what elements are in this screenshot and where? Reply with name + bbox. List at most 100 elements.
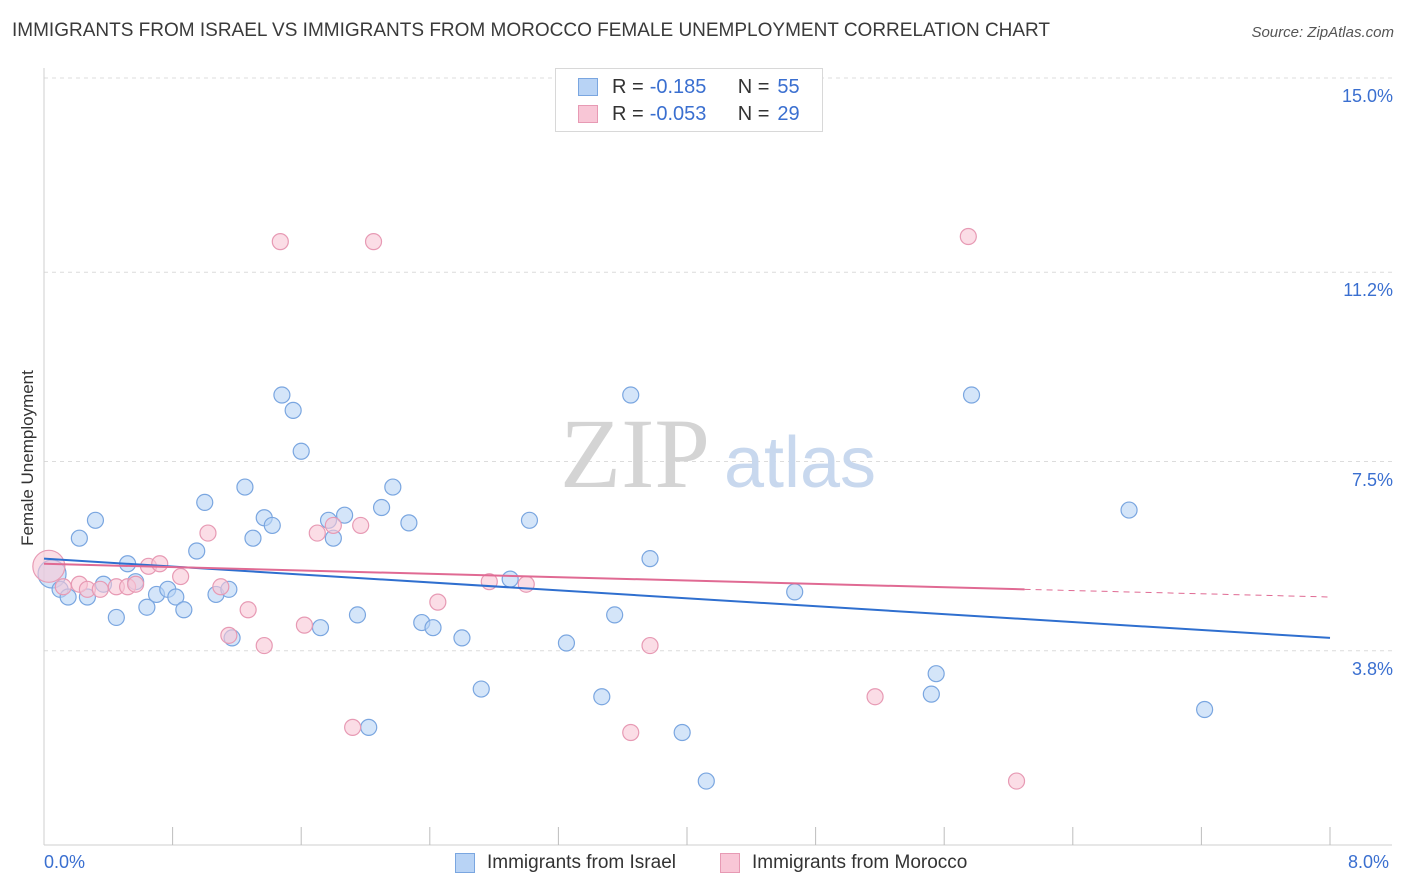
morocco-point <box>271 233 289 251</box>
morocco-point <box>344 718 362 736</box>
legend-row-israel: R = -0.185 N = 55 <box>578 74 800 100</box>
correlation-legend: R = -0.185 N = 55 R = -0.053 N = 29 <box>555 68 823 132</box>
r-value: -0.053 <box>649 102 707 125</box>
israel-point <box>360 718 378 736</box>
morocco-point <box>429 593 447 611</box>
israel-point <box>593 688 611 706</box>
israel-point <box>453 629 471 647</box>
israel-point <box>196 493 214 512</box>
y-tick-label: 11.2% <box>1343 280 1393 301</box>
israel-point <box>188 542 206 560</box>
morocco-point <box>959 227 977 246</box>
n-label: N = <box>737 102 770 125</box>
israel-swatch <box>578 78 598 96</box>
source-label: Source: ZipAtlas.com <box>1251 24 1394 41</box>
r-value: -0.185 <box>649 75 707 98</box>
israel-point <box>520 511 539 529</box>
y-tick-label: 15.0% <box>1341 86 1393 106</box>
r-label: R = <box>612 102 644 125</box>
israel-point <box>263 516 281 535</box>
gridlines <box>44 77 1392 652</box>
israel-point <box>557 634 576 652</box>
morocco-trend-line <box>43 562 1025 591</box>
israel-point <box>70 529 88 547</box>
legend-item-israel[interactable]: Immigrants from Israel <box>455 852 676 874</box>
israel-point <box>673 723 691 742</box>
israel-point <box>284 401 302 419</box>
trend-lines <box>43 557 1331 639</box>
israel-legend-swatch <box>455 853 475 873</box>
israel-point <box>244 529 262 547</box>
chart-title: IMMIGRANTS FROM ISRAEL VS IMMIGRANTS FRO… <box>12 20 1051 41</box>
israel-point <box>336 506 354 524</box>
axes <box>43 68 1392 846</box>
legend-item-morocco[interactable]: Immigrants from Morocco <box>720 852 967 874</box>
morocco-point <box>32 549 66 583</box>
israel-point <box>1196 700 1214 719</box>
israel-point <box>384 478 402 496</box>
israel-point <box>922 685 940 703</box>
israel-point <box>348 606 367 624</box>
watermark: ZIP atlas <box>560 398 876 509</box>
legend-row-morocco: R = -0.053 N = 29 <box>578 101 800 127</box>
legend-label-morocco: Immigrants from Morocco <box>752 852 968 873</box>
israel-point <box>292 442 310 460</box>
watermark-zip: ZIP <box>560 398 710 509</box>
n-value: 29 <box>777 102 800 125</box>
morocco-point <box>1007 772 1026 790</box>
morocco-trend-extension <box>1024 588 1331 598</box>
israel-point <box>400 514 418 532</box>
israel-point <box>138 598 156 616</box>
israel-point <box>786 583 804 601</box>
morocco-point <box>295 616 314 634</box>
morocco-point <box>324 516 342 535</box>
morocco-point <box>641 636 659 655</box>
israel-point <box>1120 501 1138 519</box>
morocco-point <box>212 578 230 596</box>
morocco-point <box>352 516 370 535</box>
series-legend: Immigrants from Israel Immigrants from M… <box>0 852 1406 878</box>
watermark-atlas: atlas <box>724 423 876 503</box>
x-tick-min: 0.0% <box>44 852 86 872</box>
israel-point <box>641 550 659 568</box>
israel-point <box>273 386 291 404</box>
morocco-point <box>622 723 640 742</box>
morocco-swatch <box>578 105 598 123</box>
morocco-point <box>517 575 535 593</box>
morocco-point <box>866 688 884 706</box>
y-tick-label: 7.5% <box>1351 469 1393 490</box>
morocco-point <box>54 578 72 596</box>
israel-point <box>236 478 254 496</box>
y-tick-label: 3.8% <box>1351 658 1393 679</box>
morocco-point <box>220 626 238 644</box>
israel-point <box>175 601 193 619</box>
israel-point <box>622 386 640 404</box>
n-label: N = <box>737 75 770 98</box>
israel-point <box>927 665 945 683</box>
morocco-legend-swatch <box>720 853 740 873</box>
israel-point <box>86 511 105 529</box>
legend-label-israel: Immigrants from Israel <box>487 852 676 873</box>
israel-point <box>962 386 981 404</box>
israel-point <box>606 606 624 624</box>
morocco-point <box>239 601 257 619</box>
israel-point <box>472 680 490 698</box>
n-value: 55 <box>777 75 800 98</box>
israel-point <box>697 772 715 790</box>
morocco-point <box>172 567 190 586</box>
morocco-point <box>91 580 109 598</box>
israel-point <box>424 619 442 637</box>
israel-point <box>372 498 391 517</box>
morocco-point <box>308 524 326 542</box>
israel-point <box>167 588 185 606</box>
morocco-point <box>151 555 169 573</box>
x-tick-max: 8.0% <box>1348 852 1390 872</box>
morocco-point <box>199 524 217 542</box>
morocco-point <box>127 575 145 593</box>
r-label: R = <box>612 75 644 98</box>
israel-point <box>107 608 125 627</box>
israel-point <box>311 619 330 637</box>
israel-trend-line <box>43 557 1331 639</box>
morocco-point <box>255 636 273 655</box>
